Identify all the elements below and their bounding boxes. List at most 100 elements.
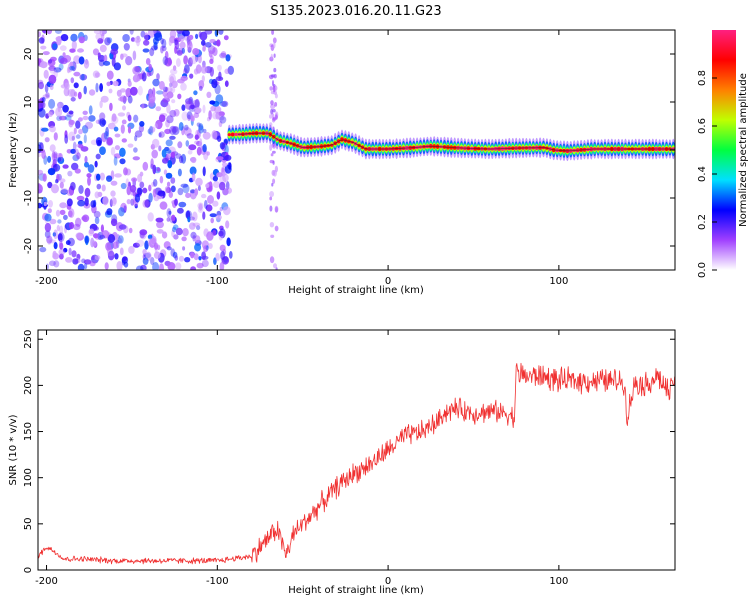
noise-blob [62, 104, 69, 113]
noise-blob [158, 145, 162, 152]
noise-blob [99, 30, 106, 37]
noise-blob [219, 261, 225, 270]
noise-blob [202, 46, 206, 52]
noise-column-blob [272, 178, 276, 184]
noise-blob [219, 181, 226, 191]
noise-blob [95, 137, 103, 146]
spectrogram-y-label: Frequency (Hz) [8, 112, 19, 188]
noise-blob [168, 210, 172, 215]
noise-blob [194, 188, 199, 196]
noise-blob [196, 146, 202, 156]
noise-blob [73, 82, 79, 89]
noise-blob [219, 52, 227, 59]
noise-blob [106, 175, 113, 182]
noise-column-blob [274, 225, 279, 232]
noise-blob [127, 114, 132, 122]
noise-blob [122, 34, 130, 42]
noise-blob [52, 43, 58, 50]
noise-blob [74, 91, 78, 97]
noise-column-blob [273, 263, 277, 269]
noise-blob [85, 121, 93, 129]
noise-blob [166, 181, 171, 187]
noise-blob [176, 58, 181, 67]
noise-blob [183, 55, 189, 65]
noise-blob [223, 138, 229, 144]
noise-blob [57, 219, 62, 224]
noise-column-blob [272, 150, 276, 154]
noise-blob [88, 115, 96, 122]
noise-blob [206, 151, 210, 156]
noise-blob [202, 211, 206, 220]
noise-blob [111, 113, 117, 122]
noise-blob [197, 205, 204, 213]
noise-blob [57, 102, 61, 113]
noise-column-blob [269, 143, 273, 151]
noise-blob [132, 242, 140, 248]
noise-blob [151, 149, 158, 159]
noise-blob [92, 226, 99, 231]
noise-blob [199, 31, 208, 41]
noise-blob [110, 218, 118, 227]
ridge-segment [230, 132, 235, 137]
noise-column-blob [274, 205, 279, 213]
noise-blob [211, 130, 218, 140]
noise-blob [102, 196, 109, 206]
noise-blob [155, 217, 164, 223]
noise-blob [71, 162, 79, 171]
noise-blob [66, 66, 71, 74]
noise-blob [47, 237, 52, 245]
noise-blob [125, 56, 133, 66]
noise-blob [100, 224, 104, 233]
noise-blob [170, 151, 176, 158]
noise-blob [39, 61, 48, 69]
noise-blob [66, 189, 74, 197]
noise-blob [79, 74, 88, 81]
snr-y-ticks: 0 50 100 150 200 250 [23, 330, 675, 573]
noise-blob [202, 144, 207, 153]
noise-blob [106, 70, 114, 80]
noise-blob [208, 110, 212, 120]
noise-blob [47, 111, 53, 117]
noise-blob [110, 196, 117, 207]
noise-blob [205, 42, 212, 48]
noise-blob [55, 157, 62, 162]
noise-blob [101, 184, 106, 192]
noise-blob [134, 130, 143, 138]
noise-blob [205, 183, 210, 188]
noise-blob [210, 217, 214, 224]
noise-blob [78, 144, 84, 149]
noise-blob [103, 60, 111, 66]
noise-blob [58, 152, 63, 162]
snr-panel: -200 -100 0 100 0 50 100 150 200 250 Height of s… [8, 329, 676, 596]
noise-blob [208, 243, 213, 249]
noise-blob [120, 182, 127, 190]
noise-blob [215, 252, 220, 262]
noise-blob [188, 222, 196, 230]
noise-blob [159, 175, 164, 184]
snr-plot-area [38, 330, 675, 570]
noise-blob [47, 155, 52, 163]
noise-blob [158, 114, 166, 122]
noise-blob [161, 38, 167, 49]
noise-blob [71, 40, 77, 50]
noise-blob [95, 33, 102, 41]
noise-blob [209, 213, 217, 218]
noise-blob [188, 34, 194, 41]
noise-blob [200, 65, 208, 74]
noise-blob [141, 72, 147, 82]
noise-blob [192, 222, 201, 227]
spectrogram-x-label: Height of straight line (km) [288, 285, 424, 296]
noise-blob [219, 142, 225, 150]
noise-blob [44, 137, 50, 143]
noise-blob [190, 266, 196, 270]
noise-blob [178, 122, 184, 131]
noise-blob [56, 224, 60, 232]
noise-blob [47, 181, 53, 189]
noise-blob [41, 97, 46, 103]
noise-blob [123, 43, 130, 51]
noise-blob [181, 111, 189, 121]
noise-blob [47, 208, 52, 214]
noise-blob [75, 217, 82, 227]
noise-blob [118, 224, 127, 230]
noise-blob [87, 164, 95, 173]
